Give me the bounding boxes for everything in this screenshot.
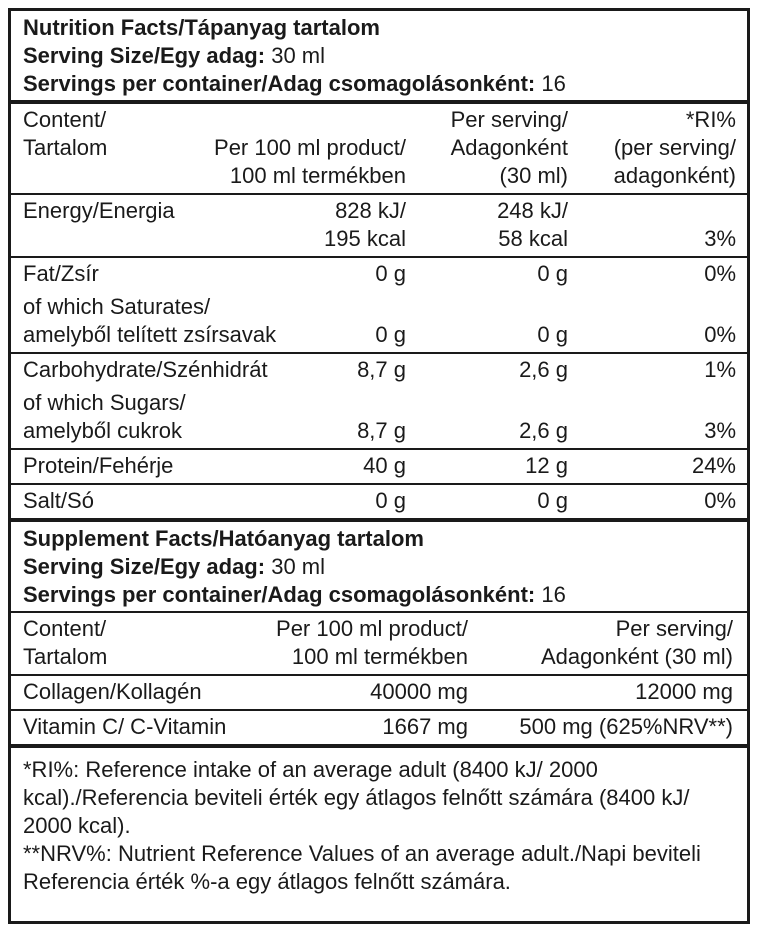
row-group: Protein/Fehérje 40 g 12 g 24%: [11, 448, 747, 483]
nutrition-table: Content/ Tartalom Per 100 ml product/ 100…: [11, 100, 747, 518]
supplement-table: Content/ Tartalom Per 100 ml product/ 100…: [11, 611, 747, 744]
value-cell: 0%: [704, 488, 736, 513]
value-cell: 8,7 g: [357, 357, 406, 382]
header-cell: Content/ Tartalom: [23, 107, 108, 160]
row: Carbohydrate/Szénhidrát 8,7 g 2,6 g 1%: [11, 354, 747, 387]
value-cell: 500 mg (625%NRV**): [519, 714, 733, 739]
header-cell: Per serving/ Adagonként (30 ml): [541, 616, 733, 669]
footnote: **NRV%: Nutrient Reference Values of an …: [23, 841, 701, 894]
servings: Servings per container/Adag csomagoláson…: [23, 581, 735, 609]
value-cell: 0%: [704, 261, 736, 286]
value-cell: 828 kJ/ 195 kcal: [324, 198, 406, 251]
value-cell: 1667 mg: [382, 714, 468, 739]
value-cell: 248 kJ/ 58 kcal: [497, 198, 568, 251]
value-cell: 40 g: [363, 453, 406, 478]
label-cell: Carbohydrate/Szénhidrát: [23, 357, 268, 382]
value-cell: 3%: [704, 226, 736, 251]
value-cell: 3%: [704, 418, 736, 443]
value-cell: 2,6 g: [519, 357, 568, 382]
value-cell: 0 g: [375, 261, 406, 286]
row-group: Fat/Zsír 0 g 0 g 0% of which Saturates/ amel…: [11, 256, 747, 352]
label-cell: Protein/Fehérje: [23, 453, 174, 478]
value-cell: 24%: [691, 453, 736, 478]
row: Vitamin C/ C-Vitamin 1667 mg 500 mg (625%N…: [11, 709, 747, 744]
servings: Servings per container/Adag csomagoláson…: [23, 70, 735, 98]
value-cell: 1%: [704, 357, 736, 382]
row: of which Saturates/ amelyből telített zs…: [11, 291, 747, 352]
nutrition-head: Nutrition Facts/Tápanyag tartalom Servin…: [11, 11, 747, 100]
value-cell: 40000 mg: [370, 679, 468, 704]
header-row: Content/ Tartalom Per 100 ml product/ 100…: [11, 613, 747, 674]
value-cell: 0 g: [537, 261, 568, 286]
value: 16: [541, 71, 566, 96]
label: Serving Size/Egy adag:: [23, 43, 266, 68]
value-cell: 8,7 g: [357, 418, 406, 443]
supplement-head: Supplement Facts/Hatóanyag tartalom Serv…: [11, 518, 747, 611]
title: Nutrition Facts/Tápanyag tartalom: [23, 15, 380, 40]
label-cell: Salt/Só: [23, 488, 94, 513]
value: 16: [541, 582, 566, 607]
row: of which Sugars/ amelyből cukrok 8,7 g 2,6…: [11, 387, 747, 448]
header-cell: Per 100 ml product/ 100 ml termékben: [214, 135, 406, 188]
row: Energy/Energia 828 kJ/ 195 kcal 248 kJ/ 58…: [11, 195, 747, 256]
row: Protein/Fehérje 40 g 12 g 24%: [11, 450, 747, 483]
value-cell: 12 g: [525, 453, 568, 478]
value-cell: 2,6 g: [519, 418, 568, 443]
label-cell: Vitamin C/ C-Vitamin: [23, 714, 227, 739]
title: Supplement Facts/Hatóanyag tartalom: [23, 526, 424, 551]
row: Salt/Só 0 g 0 g 0%: [11, 485, 747, 518]
serving-size: Serving Size/Egy adag: 30 ml: [23, 42, 735, 70]
label: Servings per container/Adag csomagoláson…: [23, 71, 536, 96]
header-cell: Per serving/ Adagonként (30 ml): [450, 107, 568, 188]
header-row: Content/ Tartalom Per 100 ml product/ 100…: [11, 104, 747, 193]
header-cell: Per 100 ml product/ 100 ml termékben: [276, 616, 468, 669]
nutrition-label: Nutrition Facts/Tápanyag tartalom Servin…: [8, 8, 750, 924]
header-cell: *RI% (per serving/ adagonként): [613, 107, 736, 188]
label-cell: Energy/Energia: [23, 198, 175, 223]
row: Collagen/Kollagén 40000 mg 12000 mg: [11, 674, 747, 709]
label-cell: Fat/Zsír: [23, 261, 99, 286]
value-cell: 12000 mg: [635, 679, 733, 704]
serving-size: Serving Size/Egy adag: 30 ml: [23, 553, 735, 581]
value-cell: 0%: [704, 322, 736, 347]
value: 30 ml: [271, 43, 325, 68]
value-cell: 0 g: [375, 322, 406, 347]
footnotes: *RI%: Reference intake of an average adu…: [11, 744, 747, 896]
label: Serving Size/Egy adag:: [23, 554, 266, 579]
label: Servings per container/Adag csomagoláson…: [23, 582, 536, 607]
value-cell: 0 g: [537, 322, 568, 347]
label-cell: Collagen/Kollagén: [23, 679, 202, 704]
label-cell: of which Saturates/ amelyből telített zs…: [23, 294, 277, 347]
row-group: Salt/Só 0 g 0 g 0%: [11, 483, 747, 518]
header-cell: Content/ Tartalom: [23, 616, 108, 669]
footnote: *RI%: Reference intake of an average adu…: [23, 757, 690, 838]
row-group: Carbohydrate/Szénhidrát 8,7 g 2,6 g 1% of wh…: [11, 352, 747, 448]
value-cell: 0 g: [537, 488, 568, 513]
value-cell: 0 g: [375, 488, 406, 513]
label-cell: of which Sugars/ amelyből cukrok: [23, 390, 186, 443]
row: Fat/Zsír 0 g 0 g 0%: [11, 258, 747, 291]
row-group: Energy/Energia 828 kJ/ 195 kcal 248 kJ/ 58…: [11, 193, 747, 256]
value: 30 ml: [271, 554, 325, 579]
